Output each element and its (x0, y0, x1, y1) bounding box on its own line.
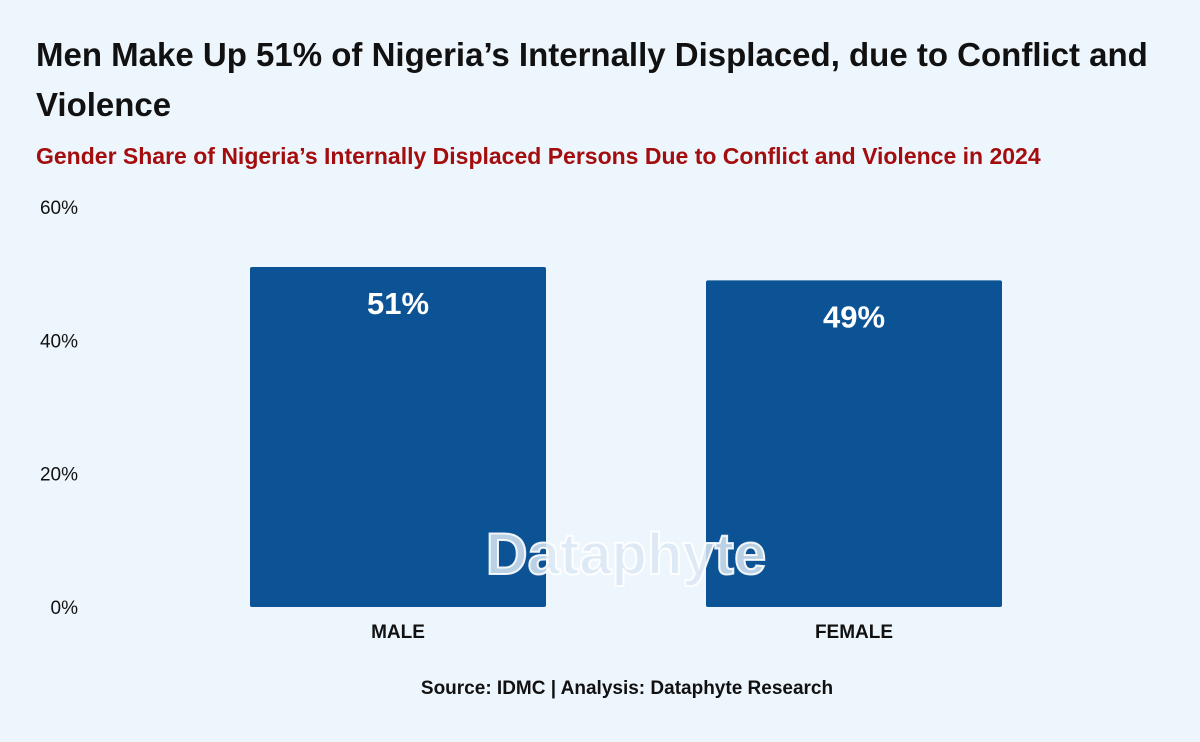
y-tick-label: 20% (40, 465, 78, 486)
y-tick-label: 0% (51, 598, 79, 619)
bars: 51% 49% (250, 267, 1002, 607)
x-tick-label: FEMALE (815, 622, 893, 643)
source-note: Source: IDMC | Analysis: Dataphyte Resea… (420, 678, 834, 699)
chart-subtitle: Gender Share of Nigeria’s Internally Dis… (36, 143, 1041, 169)
watermark-logo: Dataphyte (486, 522, 766, 587)
bar-female (706, 280, 1002, 607)
chart-title: Men Make Up 51% of Nigeria’s Internally … (36, 36, 1148, 123)
y-axis: 0% 20% 40% 60% (40, 198, 78, 619)
y-tick-label: 40% (40, 331, 78, 352)
y-tick-label: 60% (40, 198, 78, 219)
bar-male (250, 267, 546, 607)
data-label: 51% (367, 286, 429, 321)
x-tick-label: MALE (371, 622, 425, 643)
data-label: 49% (823, 299, 885, 334)
x-axis: MALE FEMALE (371, 622, 893, 643)
